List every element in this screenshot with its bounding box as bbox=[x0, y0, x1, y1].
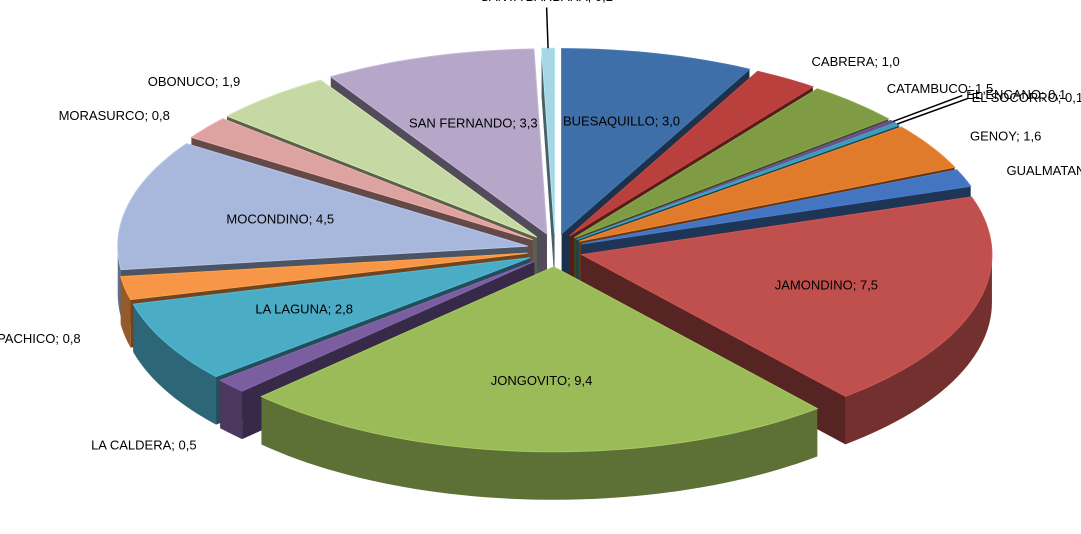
leader-line bbox=[545, 7, 549, 49]
slice bbox=[541, 47, 556, 234]
slice bbox=[578, 126, 956, 242]
data-label: SANTA BARBARA; 0,2 bbox=[480, 0, 613, 4]
data-label: GENOY; 1,6 bbox=[970, 128, 1041, 143]
data-label: LA CALDERA; 0,5 bbox=[91, 438, 197, 453]
slice bbox=[576, 122, 901, 240]
data-label: OBONUCO; 1,9 bbox=[148, 74, 240, 89]
slice-side bbox=[541, 48, 555, 282]
data-label: LA LAGUNA; 2,8 bbox=[255, 302, 353, 317]
slice bbox=[218, 260, 535, 392]
slice bbox=[132, 257, 531, 378]
slice bbox=[117, 143, 528, 271]
slice-wall bbox=[133, 304, 217, 425]
data-label: CATAMBUCO; 1,5 bbox=[887, 81, 993, 96]
data-label: MOCONDINO; 4,5 bbox=[226, 211, 334, 226]
data-label: SAN FERNANDO; 3,3 bbox=[409, 116, 538, 131]
slice-wall bbox=[117, 246, 122, 318]
slice bbox=[120, 252, 528, 301]
data-label: EL SOCORRO; 0,1 bbox=[972, 90, 1081, 105]
slice bbox=[561, 48, 751, 235]
data-label: MORASURCO; 0,8 bbox=[59, 108, 170, 123]
slice bbox=[569, 70, 815, 237]
data-label: JAMONDINO; 7,5 bbox=[775, 277, 878, 292]
leader-line bbox=[896, 97, 968, 125]
slice bbox=[329, 48, 548, 235]
slice-wall bbox=[220, 380, 243, 440]
data-label: BUESAQUILLO; 3,0 bbox=[563, 114, 680, 129]
data-label: GUALMATAN; 0,6 bbox=[1006, 163, 1081, 178]
slice bbox=[580, 196, 993, 397]
slice-wall bbox=[845, 254, 992, 445]
slice bbox=[581, 169, 972, 245]
data-label: MAPACHICO; 0,8 bbox=[0, 331, 81, 346]
data-label: CABRERA; 1,0 bbox=[812, 54, 900, 69]
slice bbox=[573, 88, 890, 239]
slice bbox=[190, 118, 533, 241]
data-label: EL ENCANO; 0,1 bbox=[966, 87, 1066, 102]
slice bbox=[225, 79, 538, 238]
slice-wall bbox=[261, 396, 818, 500]
data-label: JONGOVITO; 9,4 bbox=[491, 373, 593, 388]
slice-wall bbox=[120, 276, 131, 348]
slice bbox=[260, 266, 819, 453]
leader-line bbox=[892, 94, 963, 123]
